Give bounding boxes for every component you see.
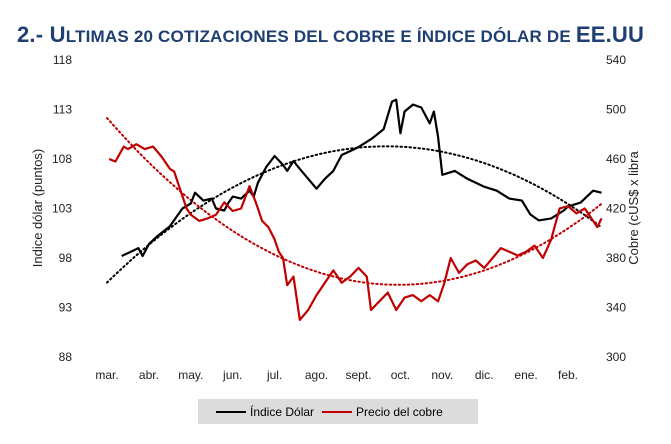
legend-swatch-copper bbox=[322, 410, 353, 413]
x-tick-label: mar. bbox=[95, 368, 118, 382]
legend-item-copper: Precio del cobre bbox=[322, 405, 443, 419]
title-prefix: 2.- bbox=[17, 22, 50, 47]
y-tick-label: 103 bbox=[52, 202, 72, 216]
y-tick-label: 98 bbox=[59, 251, 73, 265]
x-axis-ticks: mar. abr. may. jun. jul. ago. sept. oct. nov. dic… bbox=[95, 368, 578, 382]
x-tick-label: nov. bbox=[431, 368, 453, 382]
x-tick-label: dic. bbox=[475, 368, 494, 382]
y2-tick-label: 420 bbox=[606, 202, 626, 216]
x-tick-label: abr. bbox=[139, 368, 159, 382]
right-axis-ticks: 300 340 380 420 460 500 540 bbox=[606, 53, 626, 364]
y2-tick-label: 540 bbox=[606, 53, 626, 67]
y-tick-label: 108 bbox=[52, 152, 72, 166]
y2-tick-label: 460 bbox=[606, 152, 626, 166]
y-tick-label: 118 bbox=[53, 53, 72, 67]
copper-trendline bbox=[106, 117, 603, 286]
y2-tick-label: 380 bbox=[606, 251, 626, 265]
title-tail: LTIMAS 20 COTIZACIONES DEL COBRE E ÍNDIC… bbox=[65, 27, 576, 46]
x-tick-label: may. bbox=[178, 368, 203, 382]
legend-swatch-dollar bbox=[216, 410, 246, 413]
series-lines bbox=[108, 98, 603, 321]
legend-label-copper: Precio del cobre bbox=[356, 404, 443, 419]
x-tick-label: oct. bbox=[391, 368, 410, 382]
y2-tick-label: 340 bbox=[606, 301, 626, 315]
y-tick-label: 88 bbox=[59, 350, 73, 364]
title-text: ULTIMAS 20 COTIZACIONES DEL COBRE E ÍNDI… bbox=[50, 22, 645, 47]
x-tick-label: ago. bbox=[305, 368, 328, 382]
y2-axis-label: Cobre (cUS$ x libra bbox=[626, 151, 641, 265]
y-tick-label: 93 bbox=[59, 301, 73, 315]
x-tick-label: sept. bbox=[345, 368, 371, 382]
trendlines bbox=[106, 117, 603, 286]
x-tick-label: jul. bbox=[266, 368, 282, 382]
page-title: 2.- ULTIMAS 20 COTIZACIONES DEL COBRE E … bbox=[17, 22, 644, 48]
y-axis-label: Indice dólar (puntos) bbox=[30, 149, 45, 268]
chart-legend: Índice Dólar Precio del cobre bbox=[198, 399, 478, 424]
title-initial: U bbox=[49, 22, 66, 47]
y2-tick-label: 500 bbox=[606, 103, 626, 117]
title-end: EE.UU bbox=[575, 22, 645, 47]
copper-price-line bbox=[108, 143, 603, 321]
x-tick-label: ene. bbox=[514, 368, 537, 382]
x-tick-label: feb. bbox=[558, 368, 578, 382]
y2-tick-label: 300 bbox=[606, 350, 626, 364]
dollar-index-line bbox=[121, 98, 602, 258]
dollar-trendline bbox=[106, 145, 603, 284]
legend-item-dollar: Índice Dólar bbox=[216, 405, 314, 419]
y-tick-label: 113 bbox=[53, 103, 72, 117]
left-axis-ticks: 88 93 98 103 108 113 118 bbox=[52, 53, 72, 364]
x-tick-label: jun. bbox=[222, 368, 242, 382]
legend-label-dollar: Índice Dólar bbox=[250, 404, 315, 419]
